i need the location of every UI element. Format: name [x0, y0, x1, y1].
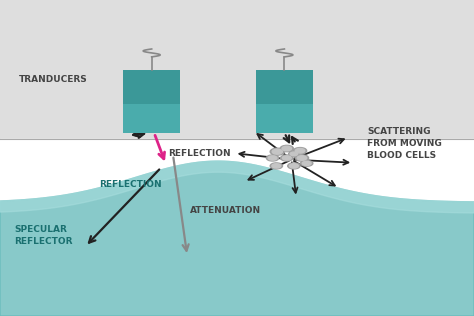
Text: ATTENUATION: ATTENUATION	[190, 206, 261, 215]
Ellipse shape	[301, 161, 313, 166]
FancyBboxPatch shape	[256, 70, 313, 104]
Ellipse shape	[302, 161, 311, 165]
Text: SCATTERING
FROM MOVING
BLOOD CELLS: SCATTERING FROM MOVING BLOOD CELLS	[367, 127, 442, 160]
FancyBboxPatch shape	[123, 70, 180, 104]
Text: REFLECTION: REFLECTION	[168, 149, 231, 158]
Ellipse shape	[295, 149, 305, 153]
Ellipse shape	[270, 163, 283, 169]
Ellipse shape	[270, 148, 284, 155]
Ellipse shape	[297, 156, 307, 160]
Ellipse shape	[289, 151, 299, 156]
FancyBboxPatch shape	[256, 70, 313, 133]
Text: REFLECTION: REFLECTION	[100, 180, 162, 189]
Text: TRANDUCERS: TRANDUCERS	[19, 75, 88, 83]
Text: SPECULAR
REFLECTOR: SPECULAR REFLECTOR	[14, 225, 73, 246]
Ellipse shape	[280, 145, 293, 152]
Ellipse shape	[272, 149, 283, 154]
Ellipse shape	[266, 155, 279, 161]
Ellipse shape	[268, 156, 277, 160]
Ellipse shape	[290, 164, 298, 168]
Ellipse shape	[282, 146, 292, 151]
FancyBboxPatch shape	[123, 70, 180, 133]
Ellipse shape	[290, 152, 298, 156]
Ellipse shape	[272, 164, 281, 168]
Ellipse shape	[295, 155, 309, 161]
Ellipse shape	[293, 148, 307, 154]
Ellipse shape	[281, 155, 293, 161]
Ellipse shape	[288, 163, 300, 169]
Ellipse shape	[283, 156, 291, 160]
